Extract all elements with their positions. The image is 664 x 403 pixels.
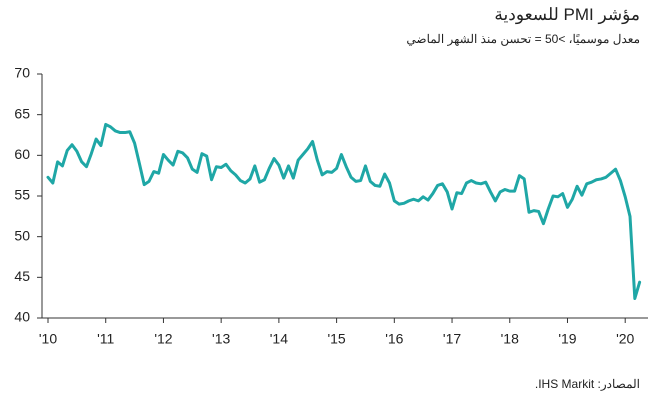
y-tick-label: 70 xyxy=(14,65,30,81)
x-tick-label: '11 xyxy=(97,331,114,347)
x-tick-label: '12 xyxy=(154,331,172,347)
x-tick-label: '10 xyxy=(39,331,57,347)
x-tick-label: '17 xyxy=(443,331,461,347)
x-tick-label: '19 xyxy=(558,331,576,347)
y-tick-label: 45 xyxy=(14,268,30,284)
x-tick-label: '13 xyxy=(212,331,230,347)
y-tick-label: 65 xyxy=(14,105,30,121)
y-tick-label: 60 xyxy=(14,146,30,162)
chart-subtitle: معدل موسميًا، >50 = تحسن منذ الشهر الماض… xyxy=(406,32,640,46)
data-line xyxy=(46,122,642,300)
x-tick-label: '14 xyxy=(270,331,288,347)
x-tick-label: '20 xyxy=(616,331,634,347)
source: المصادر: IHS Markit. xyxy=(534,377,640,391)
y-tick-label: 40 xyxy=(14,309,30,325)
chart-title: مؤشر PMI للسعودية xyxy=(494,5,640,24)
x-tick-label: '18 xyxy=(501,331,519,347)
y-tick-label: 55 xyxy=(14,187,30,203)
x-tick-label: '16 xyxy=(385,331,403,347)
x-tick-label: '15 xyxy=(327,331,345,347)
y-tick-label: 50 xyxy=(14,227,30,243)
